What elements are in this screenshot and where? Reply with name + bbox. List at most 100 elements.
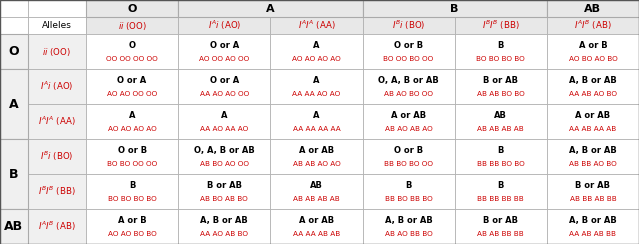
Bar xyxy=(547,69,639,104)
Bar xyxy=(547,17,639,34)
Bar xyxy=(270,34,362,69)
Bar xyxy=(362,174,455,209)
Text: B or AB: B or AB xyxy=(575,181,610,190)
Text: AB: AB xyxy=(310,181,323,190)
Bar xyxy=(455,104,547,139)
Bar xyxy=(362,139,455,174)
Text: B: B xyxy=(405,181,412,190)
Bar xyxy=(362,17,455,34)
Text: B: B xyxy=(129,181,135,190)
Text: A, B or AB: A, B or AB xyxy=(201,216,248,225)
Text: AB AO AB AO: AB AO AB AO xyxy=(385,126,433,132)
Text: B: B xyxy=(9,167,19,181)
Bar xyxy=(28,104,86,139)
Text: BB BB BO BO: BB BB BO BO xyxy=(477,161,525,167)
Bar xyxy=(0,0,28,17)
Bar xyxy=(28,139,86,174)
Text: B or AB: B or AB xyxy=(483,216,518,225)
Bar xyxy=(455,34,547,69)
Text: O or B: O or B xyxy=(394,41,423,50)
Text: AB: AB xyxy=(585,3,601,13)
Text: A, B or AB: A, B or AB xyxy=(569,216,617,225)
Text: AA AB AB BB: AA AB AB BB xyxy=(569,231,617,237)
Text: O: O xyxy=(9,45,19,58)
Text: AA AO AB BO: AA AO AB BO xyxy=(200,231,248,237)
Text: $I^BI^B$ (BB): $I^BI^B$ (BB) xyxy=(482,19,520,32)
Text: $I^AI^A$ (AA): $I^AI^A$ (AA) xyxy=(298,19,335,32)
Bar xyxy=(362,69,455,104)
Text: B or AB: B or AB xyxy=(483,76,518,85)
Bar xyxy=(28,34,86,69)
Text: Alleles: Alleles xyxy=(42,21,72,30)
Text: A: A xyxy=(313,111,320,120)
Bar xyxy=(178,209,270,244)
Text: AB AB AO AO: AB AB AO AO xyxy=(293,161,341,167)
Text: AA AA AB AB: AA AA AB AB xyxy=(293,231,340,237)
Bar xyxy=(270,139,362,174)
Text: AO AO AO AO: AO AO AO AO xyxy=(108,126,157,132)
Text: AB AB BO BO: AB AB BO BO xyxy=(477,91,525,97)
Text: O or B: O or B xyxy=(118,146,146,155)
Text: $\mathit{ii}$ (OO): $\mathit{ii}$ (OO) xyxy=(42,45,72,58)
Bar xyxy=(270,104,362,139)
Text: AB: AB xyxy=(495,111,507,120)
Bar xyxy=(270,174,362,209)
Text: A or B: A or B xyxy=(578,41,607,50)
Bar xyxy=(86,69,178,104)
Text: BB BO BB BO: BB BO BB BO xyxy=(385,196,433,202)
Text: A or AB: A or AB xyxy=(299,216,334,225)
Bar xyxy=(0,17,28,34)
Text: A or AB: A or AB xyxy=(299,146,334,155)
Text: A: A xyxy=(313,41,320,50)
Bar xyxy=(547,34,639,69)
Bar xyxy=(86,139,178,174)
Text: A: A xyxy=(9,98,19,111)
Text: A or AB: A or AB xyxy=(391,111,426,120)
Text: $I^AI^A$ (AA): $I^AI^A$ (AA) xyxy=(38,115,76,128)
Bar xyxy=(178,69,270,104)
Text: OO OO OO OO: OO OO OO OO xyxy=(106,56,158,62)
Text: $I^A\mathit{i}$ (AO): $I^A\mathit{i}$ (AO) xyxy=(40,80,73,93)
Text: AA AB AA AB: AA AB AA AB xyxy=(569,126,617,132)
Bar xyxy=(455,209,547,244)
Text: A, B or AB: A, B or AB xyxy=(569,76,617,85)
Text: BB BB BB BB: BB BB BB BB xyxy=(477,196,524,202)
Bar xyxy=(178,0,362,17)
Text: BO BO OO OO: BO BO OO OO xyxy=(107,161,157,167)
Text: $I^AI^B$ (AB): $I^AI^B$ (AB) xyxy=(574,19,612,32)
Text: O or A: O or A xyxy=(118,76,147,85)
Bar xyxy=(28,17,86,34)
Bar xyxy=(86,34,178,69)
Bar xyxy=(0,174,28,209)
Text: AB BO AO OO: AB BO AO OO xyxy=(200,161,249,167)
Bar xyxy=(0,209,28,244)
Text: $I^AI^B$ (AB): $I^AI^B$ (AB) xyxy=(38,220,76,233)
Text: AB BB AB BB: AB BB AB BB xyxy=(569,196,616,202)
Bar xyxy=(86,104,178,139)
Text: AA AO AO OO: AA AO AO OO xyxy=(199,91,249,97)
Bar xyxy=(547,174,639,209)
Text: $\mathit{ii}$ (OO): $\mathit{ii}$ (OO) xyxy=(118,20,146,31)
Bar xyxy=(178,104,270,139)
Text: BO OO BO OO: BO OO BO OO xyxy=(383,56,434,62)
Bar xyxy=(178,0,270,17)
Text: AO OO AO OO: AO OO AO OO xyxy=(199,56,249,62)
Text: O or B: O or B xyxy=(394,146,423,155)
Bar xyxy=(362,104,455,139)
Text: A or AB: A or AB xyxy=(575,111,610,120)
Text: AB AO BO OO: AB AO BO OO xyxy=(384,91,433,97)
Text: AB AB AB AB: AB AB AB AB xyxy=(477,126,524,132)
Text: AB BB AO BO: AB BB AO BO xyxy=(569,161,617,167)
Text: O or A: O or A xyxy=(210,41,239,50)
Bar xyxy=(270,209,362,244)
Text: AO BO AO BO: AO BO AO BO xyxy=(569,56,617,62)
Text: A, B or AB: A, B or AB xyxy=(385,216,433,225)
Bar xyxy=(362,0,547,17)
Text: $I^BI^B$ (BB): $I^BI^B$ (BB) xyxy=(38,185,76,198)
Bar xyxy=(0,34,28,69)
Text: BB BO BO OO: BB BO BO OO xyxy=(384,161,433,167)
Bar xyxy=(362,34,455,69)
Text: O, A, B or AB: O, A, B or AB xyxy=(194,146,254,155)
Bar xyxy=(28,0,86,17)
Bar xyxy=(455,139,547,174)
